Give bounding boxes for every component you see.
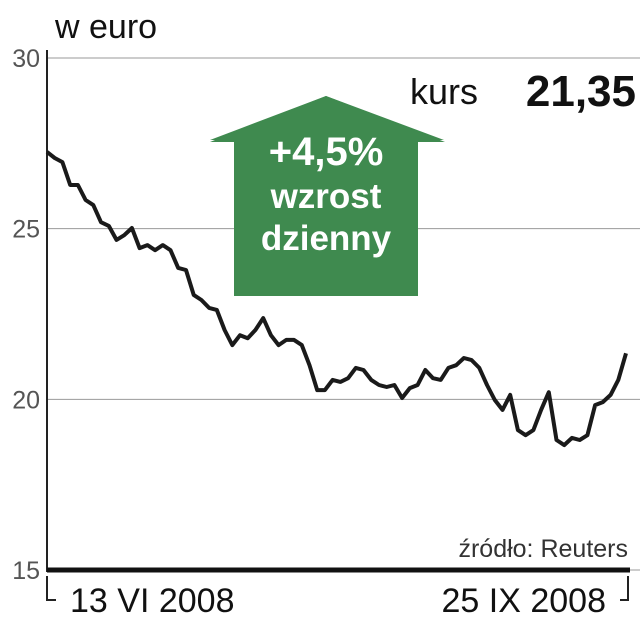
kurs-value: 21,35 <box>526 67 636 116</box>
y-tick-label: 30 <box>12 45 40 73</box>
bracket <box>46 576 56 601</box>
y-tick-label: 25 <box>12 216 40 244</box>
change-label: +4,5% <box>269 130 384 174</box>
change-text: dzienny <box>261 219 392 258</box>
arrow <box>210 96 444 296</box>
source: źródło: Reuters <box>458 535 628 563</box>
y-tick-label: 15 <box>12 557 40 585</box>
x-tick-label: 25 IX 2008 <box>442 582 606 620</box>
x-tick-label: 13 VI 2008 <box>70 582 234 620</box>
y-tick-label: 20 <box>12 386 40 414</box>
kurs-label: kurs <box>410 71 478 112</box>
arrow-head <box>210 96 445 142</box>
change-text: wzrost <box>270 177 382 216</box>
bracket <box>620 576 629 601</box>
price-line <box>45 150 628 448</box>
chart-title: w euro <box>54 8 157 46</box>
